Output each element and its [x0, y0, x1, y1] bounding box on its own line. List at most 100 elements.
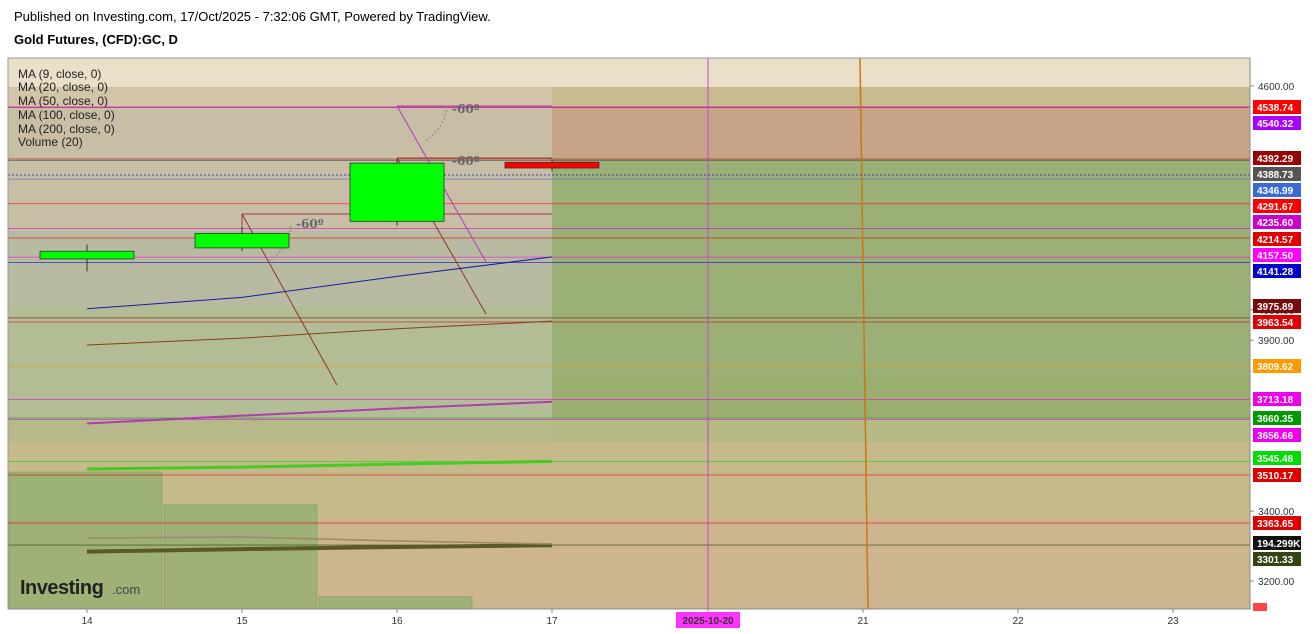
price-tag	[1253, 428, 1301, 442]
legend-ma-20[interactable]: MA (20, close, 0)	[18, 80, 108, 94]
indicator-legend[interactable]: MA (9, close, 0) MA (20, close, 0) MA (5…	[18, 67, 115, 149]
ma-line	[86, 400, 553, 425]
x-axis-ticks: 14 15 16 17 2025-10-20 21 22 23	[81, 609, 1179, 628]
price-tag	[1253, 536, 1301, 550]
x-tick-label: 14	[81, 616, 93, 627]
price-tag-label: 4538.74	[1257, 103, 1294, 114]
y-tick-label: 3900.00	[1258, 336, 1295, 347]
candle[interactable]	[194, 232, 290, 249]
price-tag-label: 3363.65	[1257, 519, 1294, 530]
price-tag-label: 4540.32	[1257, 119, 1294, 130]
price-tag	[1253, 116, 1301, 130]
price-tag	[1253, 552, 1301, 566]
logo-suffix: .com	[112, 582, 140, 597]
x-tick-label: 21	[857, 616, 869, 627]
moving-averages	[86, 256, 553, 554]
legend-ma-100[interactable]: MA (100, close, 0)	[18, 108, 115, 122]
investing-logo: Investing .com	[20, 577, 140, 599]
volume-ma-line	[86, 536, 553, 545]
price-tag	[1253, 392, 1301, 406]
price-tag-label: 3545.48	[1257, 454, 1294, 465]
price-tag	[1253, 183, 1301, 197]
price-tag	[1253, 359, 1301, 373]
candle[interactable]	[39, 250, 135, 260]
volume-bar	[318, 596, 473, 609]
zone-resistance	[552, 106, 1250, 159]
legend-ma-200[interactable]: MA (200, close, 0)	[18, 122, 115, 136]
angle-label: -60º	[452, 154, 480, 168]
price-tag	[1253, 151, 1301, 165]
ma-line	[86, 543, 553, 554]
price-tags: 4538.74 4540.32 4392.29 4388.73 4346.99 4291.…	[1253, 100, 1301, 566]
x-tick-label: 15	[236, 616, 248, 627]
price-tag	[1253, 100, 1301, 114]
price-tag-label: 3963.54	[1257, 318, 1294, 329]
ma-line	[86, 256, 553, 310]
price-tag-label: 3510.17	[1257, 471, 1294, 482]
volume-bar	[8, 471, 163, 609]
band-upper	[8, 106, 552, 231]
ma-line	[86, 320, 553, 346]
symbol-title: Gold Futures, (CFD):GC, D	[14, 32, 178, 47]
zone-lower	[552, 418, 1250, 442]
legend-volume[interactable]: Volume (20)	[18, 135, 83, 149]
x-tick-label: 23	[1167, 616, 1179, 627]
zone-green-lower	[552, 374, 1250, 418]
price-tag	[1253, 167, 1301, 181]
legend-ma-50[interactable]: MA (50, close, 0)	[18, 94, 108, 108]
axis-corner-icon[interactable]	[1253, 603, 1267, 611]
price-tag-label: 4157.50	[1257, 251, 1294, 262]
candles[interactable]	[39, 159, 600, 272]
band-mid-lower	[8, 419, 552, 442]
price-tag-label: 3660.35	[1257, 414, 1294, 425]
volume-bars	[8, 471, 473, 609]
x-tick-label: 22	[1012, 616, 1024, 627]
plot-area[interactable]: -60º -60º -60º	[8, 58, 1250, 609]
price-tag	[1253, 248, 1301, 262]
price-tag	[1253, 315, 1301, 329]
x-tick-label: 16	[391, 616, 403, 627]
band-upper-left	[8, 87, 552, 106]
price-tag-label: 194.299K	[1257, 539, 1301, 550]
price-tag	[1253, 264, 1301, 278]
ma-line	[86, 459, 553, 471]
price-tag	[1253, 199, 1301, 213]
price-tag-label: 3301.33	[1257, 555, 1294, 566]
x-highlight-badge	[676, 612, 740, 628]
price-tag-label: 4392.29	[1257, 154, 1294, 165]
y-tick-label: 3400.00	[1258, 507, 1295, 518]
price-tag	[1253, 232, 1301, 246]
price-tag	[1253, 451, 1301, 465]
price-tag	[1253, 299, 1301, 313]
price-tag-label: 4388.73	[1257, 170, 1294, 181]
price-tag-label: 4141.28	[1257, 267, 1294, 278]
price-tag	[1253, 215, 1301, 229]
volume-bar	[163, 504, 318, 609]
legend-ma-9[interactable]: MA (9, close, 0)	[18, 67, 101, 81]
x-tick-label: 2025-10-20	[682, 616, 734, 627]
band-mid	[8, 306, 552, 419]
y-tick-label: 4600.00	[1258, 82, 1295, 93]
y-tick-label: 3200.00	[1258, 577, 1295, 588]
published-caption: Published on Investing.com, 17/Oct/2025 …	[14, 9, 491, 24]
price-tag-label: 4235.60	[1257, 218, 1294, 229]
angle-label: -60º	[452, 102, 480, 116]
price-tag-label: 4214.57	[1257, 235, 1294, 246]
x-tick-label: 17	[546, 616, 558, 627]
angle-label: -60º	[296, 217, 324, 231]
price-tag	[1253, 411, 1301, 425]
price-tag-label: 3975.89	[1257, 302, 1294, 313]
price-tag-label: 3713.18	[1257, 395, 1294, 406]
price-tag-label: 3809.62	[1257, 362, 1294, 373]
price-tag-label: 4346.99	[1257, 186, 1294, 197]
level-lines	[8, 106, 1250, 546]
band-top	[8, 58, 1250, 87]
price-tag-label: 3656.66	[1257, 431, 1294, 442]
candle[interactable]	[349, 162, 445, 222]
price-tag-label: 4291.67	[1257, 202, 1294, 213]
angle-arc	[423, 105, 448, 143]
cycle-line	[859, 58, 869, 609]
logo-main: Investing	[20, 577, 103, 599]
candle[interactable]	[504, 161, 600, 169]
